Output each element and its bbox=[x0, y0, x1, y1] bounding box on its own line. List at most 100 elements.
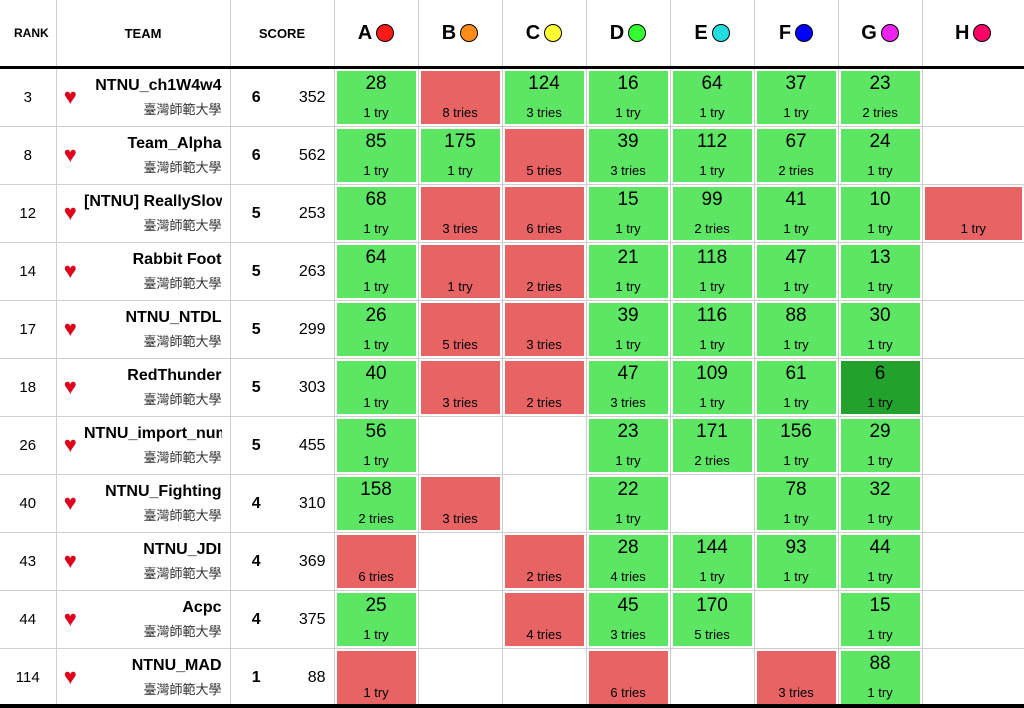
problem-cell-g[interactable]: 44 1 try bbox=[837, 532, 923, 591]
problem-cell-f[interactable]: 41 1 try bbox=[753, 184, 839, 243]
team-row[interactable]: 17 ♥ NTNU_NTDL 臺灣師範大學 5 299 26 1 try 5 tries 3 tr… bbox=[0, 300, 1024, 359]
problem-cell-c[interactable]: 2 tries bbox=[501, 242, 587, 301]
heart-icon[interactable]: ♥ bbox=[63, 490, 77, 515]
problem-cell-g[interactable]: 24 1 try bbox=[837, 126, 923, 185]
problem-cell-a[interactable]: 1 try bbox=[333, 648, 419, 707]
problem-header-b[interactable]: B bbox=[417, 0, 503, 68]
team-row[interactable]: 14 ♥ Rabbit Foot 臺灣師範大學 5 263 64 1 try 1 try 2 tr… bbox=[0, 242, 1024, 301]
problem-cell-e[interactable]: 112 1 try bbox=[669, 126, 755, 185]
heart-icon[interactable]: ♥ bbox=[63, 84, 77, 109]
team-row[interactable]: 12 ♥ [NTNU] ReallySlow 臺灣師範大學 5 253 68 1 try 3 t… bbox=[0, 184, 1024, 243]
problem-cell-a[interactable]: 6 tries bbox=[333, 532, 419, 591]
problem-cell-g[interactable]: 23 2 tries bbox=[837, 67, 923, 127]
problem-cell-e[interactable]: 116 1 try bbox=[669, 300, 755, 359]
problem-cell-f[interactable]: 61 1 try bbox=[753, 358, 839, 417]
problem-cell-g[interactable]: 6 1 try bbox=[837, 358, 923, 417]
problem-cell-e[interactable]: 64 1 try bbox=[669, 67, 755, 127]
problem-cell-e[interactable]: 109 1 try bbox=[669, 358, 755, 417]
team-cell[interactable]: RedThunder 臺灣師範大學 bbox=[84, 359, 230, 417]
problem-cell-c[interactable]: 124 3 tries bbox=[501, 67, 587, 127]
problem-cell-a[interactable]: 68 1 try bbox=[333, 184, 419, 243]
problem-cell-g[interactable]: 30 1 try bbox=[837, 300, 923, 359]
problem-cell-g[interactable]: 15 1 try bbox=[837, 590, 923, 649]
team-cell[interactable]: Acpc 臺灣師範大學 bbox=[84, 591, 230, 649]
team-cell[interactable]: Rabbit Foot 臺灣師範大學 bbox=[84, 243, 230, 301]
team-row[interactable]: 44 ♥ Acpc 臺灣師範大學 4 375 25 1 try 4 tries 45 3 tries… bbox=[0, 590, 1024, 649]
problem-cell-f[interactable]: 156 1 try bbox=[753, 416, 839, 475]
heart-icon[interactable]: ♥ bbox=[63, 606, 77, 631]
problem-cell-f[interactable]: 47 1 try bbox=[753, 242, 839, 301]
problem-cell-a[interactable]: 56 1 try bbox=[333, 416, 419, 475]
problem-cell-d[interactable]: 39 3 tries bbox=[585, 126, 671, 185]
problem-header-a[interactable]: A bbox=[333, 0, 419, 68]
problem-cell-a[interactable]: 26 1 try bbox=[333, 300, 419, 359]
problem-cell-e[interactable]: 170 5 tries bbox=[669, 590, 755, 649]
team-row[interactable]: 40 ♥ NTNU_Fighting 臺灣師範大學 4 310 158 2 tries 3 tr… bbox=[0, 474, 1024, 533]
team-cell[interactable]: Team_Alpha 臺灣師範大學 bbox=[84, 127, 230, 185]
problem-cell-g[interactable]: 13 1 try bbox=[837, 242, 923, 301]
problem-cell-d[interactable]: 28 4 tries bbox=[585, 532, 671, 591]
problem-cell-c[interactable]: 5 tries bbox=[501, 126, 587, 185]
problem-cell-d[interactable]: 6 tries bbox=[585, 648, 671, 707]
problem-cell-g[interactable]: 88 1 try bbox=[837, 648, 923, 707]
problem-cell-a[interactable]: 85 1 try bbox=[333, 126, 419, 185]
problem-cell-h[interactable]: 1 try bbox=[921, 184, 1024, 243]
heart-icon[interactable]: ♥ bbox=[63, 664, 77, 689]
problem-header-g[interactable]: G bbox=[837, 0, 923, 68]
problem-cell-c[interactable]: 4 tries bbox=[501, 590, 587, 649]
problem-cell-d[interactable]: 23 1 try bbox=[585, 416, 671, 475]
problem-cell-e[interactable]: 118 1 try bbox=[669, 242, 755, 301]
problem-cell-f[interactable]: 37 1 try bbox=[753, 67, 839, 127]
problem-cell-f[interactable]: 78 1 try bbox=[753, 474, 839, 533]
problem-cell-a[interactable]: 25 1 try bbox=[333, 590, 419, 649]
problem-cell-c[interactable]: 3 tries bbox=[501, 300, 587, 359]
team-row[interactable]: 3 ♥ NTNU_ch1W4w4 臺灣師範大學 6 352 28 1 try 8 tries 12… bbox=[0, 67, 1024, 127]
problem-cell-c[interactable]: 2 tries bbox=[501, 358, 587, 417]
problem-cell-f[interactable]: 93 1 try bbox=[753, 532, 839, 591]
problem-cell-a[interactable]: 40 1 try bbox=[333, 358, 419, 417]
problem-cell-a[interactable]: 64 1 try bbox=[333, 242, 419, 301]
problem-cell-c[interactable]: 2 tries bbox=[501, 532, 587, 591]
problem-cell-e[interactable]: 171 2 tries bbox=[669, 416, 755, 475]
problem-cell-a[interactable]: 158 2 tries bbox=[333, 474, 419, 533]
heart-icon[interactable]: ♥ bbox=[63, 432, 77, 457]
problem-header-f[interactable]: F bbox=[753, 0, 839, 68]
problem-cell-f[interactable]: 67 2 tries bbox=[753, 126, 839, 185]
problem-cell-f[interactable]: 3 tries bbox=[753, 648, 839, 707]
problem-cell-c[interactable]: 6 tries bbox=[501, 184, 587, 243]
problem-cell-e[interactable]: 144 1 try bbox=[669, 532, 755, 591]
team-row[interactable]: 43 ♥ NTNU_JDI 臺灣師範大學 4 369 6 tries 2 tries 28 4 t… bbox=[0, 532, 1024, 591]
team-cell[interactable]: NTNU_MAD 臺灣師範大學 bbox=[84, 649, 230, 707]
problem-cell-b[interactable]: 3 tries bbox=[417, 358, 503, 417]
problem-cell-b[interactable]: 175 1 try bbox=[417, 126, 503, 185]
problem-header-h[interactable]: H bbox=[921, 0, 1024, 68]
heart-icon[interactable]: ♥ bbox=[63, 548, 77, 573]
problem-cell-d[interactable]: 21 1 try bbox=[585, 242, 671, 301]
problem-cell-g[interactable]: 10 1 try bbox=[837, 184, 923, 243]
problem-cell-b[interactable]: 3 tries bbox=[417, 474, 503, 533]
problem-header-d[interactable]: D bbox=[585, 0, 671, 68]
heart-icon[interactable]: ♥ bbox=[63, 200, 77, 225]
team-row[interactable]: 8 ♥ Team_Alpha 臺灣師範大學 6 562 85 1 try 175 1 try 5 t… bbox=[0, 126, 1024, 185]
problem-cell-e[interactable]: 99 2 tries bbox=[669, 184, 755, 243]
problem-cell-g[interactable]: 32 1 try bbox=[837, 474, 923, 533]
team-cell[interactable]: NTNU_JDI 臺灣師範大學 bbox=[84, 533, 230, 591]
problem-cell-d[interactable]: 45 3 tries bbox=[585, 590, 671, 649]
problem-cell-d[interactable]: 39 1 try bbox=[585, 300, 671, 359]
team-cell[interactable]: NTNU_ch1W4w4 臺灣師範大學 bbox=[84, 68, 230, 127]
problem-cell-f[interactable]: 88 1 try bbox=[753, 300, 839, 359]
heart-icon[interactable]: ♥ bbox=[63, 374, 77, 399]
problem-cell-d[interactable]: 22 1 try bbox=[585, 474, 671, 533]
team-cell[interactable]: NTNU_NTDL 臺灣師範大學 bbox=[84, 301, 230, 359]
problem-cell-d[interactable]: 47 3 tries bbox=[585, 358, 671, 417]
team-row[interactable]: 114 ♥ NTNU_MAD 臺灣師範大學 1 88 1 try 6 tries 3 tries… bbox=[0, 648, 1024, 707]
team-row[interactable]: 18 ♥ RedThunder 臺灣師範大學 5 303 40 1 try 3 tries 2 t… bbox=[0, 358, 1024, 417]
problem-cell-b[interactable]: 8 tries bbox=[417, 67, 503, 127]
heart-icon[interactable]: ♥ bbox=[63, 258, 77, 283]
team-cell[interactable]: NTNU_import_numpy 臺灣師範大學 bbox=[84, 417, 230, 475]
problem-cell-b[interactable]: 1 try bbox=[417, 242, 503, 301]
problem-cell-d[interactable]: 15 1 try bbox=[585, 184, 671, 243]
problem-cell-d[interactable]: 16 1 try bbox=[585, 67, 671, 127]
heart-icon[interactable]: ♥ bbox=[63, 316, 77, 341]
problem-cell-b[interactable]: 3 tries bbox=[417, 184, 503, 243]
